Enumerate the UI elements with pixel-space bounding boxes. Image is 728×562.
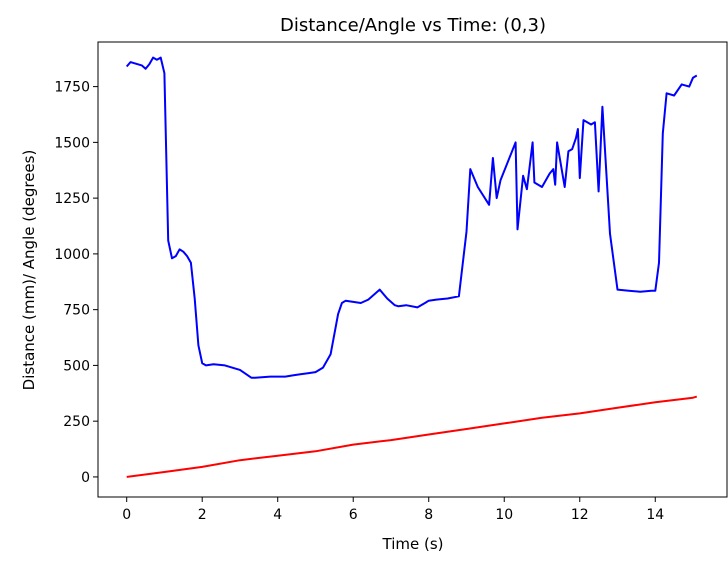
x-tick-label: 0 — [122, 507, 131, 523]
y-tick-label: 500 — [63, 358, 90, 374]
series-line-1 — [125, 56, 698, 379]
x-tick-label: 14 — [646, 507, 664, 523]
y-axis: 0 250 500 750 1000 1250 1500 1750 — [54, 80, 98, 486]
x-tick-label: 8 — [424, 507, 433, 523]
x-axis: 0 2 4 6 8 10 12 14 — [122, 497, 664, 523]
y-tick-label: 1750 — [54, 80, 90, 96]
y-axis-label: Distance (mm)/ Angle (degrees) — [20, 150, 38, 391]
plot-frame — [97, 41, 728, 498]
x-tick-label: 12 — [571, 507, 589, 523]
x-axis-label: Time (s) — [382, 535, 444, 553]
y-tick-label: 250 — [63, 414, 90, 430]
y-tick-label: 0 — [81, 470, 90, 486]
x-tick-label: 10 — [495, 507, 513, 523]
x-tick-label: 2 — [198, 507, 207, 523]
plot-area — [97, 41, 728, 498]
y-tick-label: 1250 — [54, 191, 90, 207]
chart-title: Distance/Angle vs Time: (0,3) — [280, 15, 546, 36]
series-line-2 — [126, 395, 698, 478]
y-tick-label: 1000 — [54, 247, 90, 263]
y-tick-label: 1500 — [54, 135, 90, 151]
y-tick-label: 750 — [63, 303, 90, 319]
series-layer — [125, 56, 698, 478]
x-tick-label: 4 — [273, 507, 282, 523]
x-tick-label: 6 — [349, 507, 358, 523]
